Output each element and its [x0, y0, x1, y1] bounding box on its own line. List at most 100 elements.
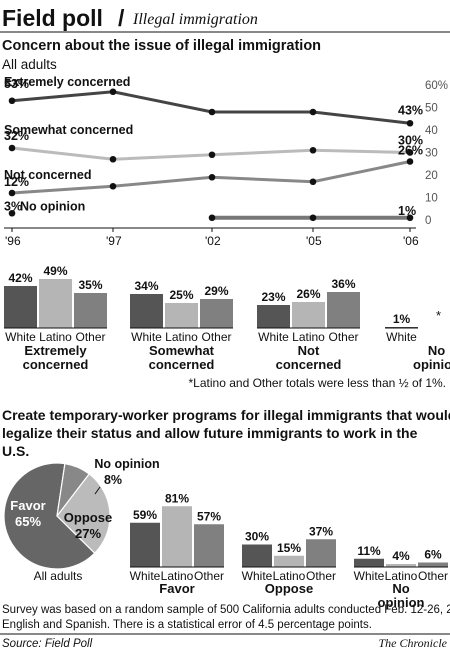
y-tick-label: 10 [425, 193, 438, 205]
bar [292, 302, 325, 328]
y-tick-label: 0 [425, 215, 431, 227]
bar [165, 303, 198, 328]
group-label-line: Extremely [24, 343, 87, 358]
pie-value-favor: 65% [15, 514, 41, 529]
group-label-line: concerned [149, 357, 215, 372]
source-credit: Source: Field Poll [2, 638, 93, 650]
section1-subtitle: All adults [2, 57, 57, 72]
series-name: No opinion [20, 199, 85, 213]
data-point [109, 155, 117, 163]
series-name: Not concerned [4, 168, 92, 182]
group-label-line: opinion [378, 595, 425, 610]
y-tick-label: 40 [425, 125, 438, 137]
data-point [309, 146, 317, 154]
section2-title-line: Create temporary-worker programs for ill… [2, 407, 450, 423]
bar-value-label: 42% [8, 271, 32, 285]
category-label: White [130, 569, 161, 583]
group-label-line: No [392, 581, 409, 596]
bar [194, 524, 224, 567]
category-label: White [5, 330, 36, 344]
group-label-line: concerned [23, 357, 89, 372]
pie-slice [56, 462, 91, 517]
y-tick-label: 20 [425, 170, 438, 182]
category-label: White [258, 330, 289, 344]
bar [130, 522, 160, 567]
bar [39, 279, 72, 328]
data-label: 43% [398, 103, 423, 117]
title-separator: / [118, 5, 125, 31]
x-tick-label: '06 [403, 234, 419, 248]
bar-value-label: 15% [277, 541, 301, 555]
bar-value-label: 11% [357, 544, 381, 558]
group-label-line: Somewhat [149, 343, 215, 358]
group-label-line: No [428, 343, 445, 358]
series-name: Somewhat concerned [4, 123, 133, 137]
pie-label-no-opinion: No opinion [94, 457, 159, 471]
group-label: Not concerned [276, 343, 342, 372]
y-tick-label: 30 [425, 148, 438, 160]
data-point [309, 108, 317, 116]
y-tick-label: 50 [425, 103, 438, 115]
bar [274, 555, 304, 567]
pie-leader-line [94, 486, 101, 495]
data-label: 30% [398, 134, 423, 148]
bar [327, 292, 360, 328]
bar [306, 539, 336, 567]
bar-value-label: 49% [43, 264, 67, 278]
y-tick-label: 60% [425, 80, 448, 92]
data-point [406, 214, 414, 222]
pie-label-oppose: Oppose [64, 510, 112, 525]
pie-caption: All adults [34, 569, 83, 583]
bar [418, 562, 448, 567]
category-label: Latino [273, 569, 306, 583]
pie-slice [56, 473, 111, 555]
data-point [406, 149, 414, 156]
method-note: Survey was based on a random sample of 5… [2, 604, 450, 631]
bar-value-label: 36% [331, 277, 355, 291]
category-label: White [386, 330, 417, 344]
section2-title: Create temporary-worker programs for ill… [2, 407, 450, 459]
bar [130, 294, 163, 328]
data-label: 12% [4, 175, 29, 189]
pie-value-no-opinion: 8% [104, 473, 122, 487]
bar-value-label: 23% [261, 290, 285, 304]
pie-label-favor: Favor [10, 498, 45, 513]
category-label: Other [418, 569, 448, 583]
bar-value-label: 59% [133, 508, 157, 522]
section2-title-line: U.S. [2, 443, 29, 459]
data-point [109, 182, 117, 190]
bar-value-label: 4% [392, 549, 410, 563]
group-label: Extremely concerned [23, 343, 89, 372]
category-label: Latino [165, 330, 198, 344]
category-label: Other [306, 569, 336, 583]
data-point [8, 189, 16, 197]
category-label: Latino [39, 330, 72, 344]
data-point [309, 178, 317, 186]
group-label: Oppose [265, 581, 313, 596]
x-tick-label: '02 [205, 234, 221, 248]
footnote-text: *Latino and Other totals were less than … [189, 376, 446, 390]
data-point [309, 214, 317, 222]
pie-slice [3, 462, 96, 570]
x-tick-label: '96 [5, 234, 21, 248]
bar-value-label: 25% [169, 288, 193, 302]
category-label: Other [194, 569, 224, 583]
bar [242, 544, 272, 567]
bar [354, 558, 384, 567]
series-name: Extremely concerned [4, 75, 130, 89]
x-tick-label: '97 [106, 234, 122, 248]
footnote-mark: * [436, 308, 441, 323]
x-tick-label: '05 [306, 234, 322, 248]
publisher-credit: The Chronicle [378, 636, 447, 650]
section2-title-line: legalize their status and allow future i… [2, 425, 418, 441]
method-note-line: English and Spanish. There is a statisti… [2, 619, 372, 631]
category-label: Other [201, 330, 231, 344]
group-label: Favor [159, 581, 194, 596]
data-point [109, 88, 117, 96]
group-label-line: Oppose [265, 581, 313, 596]
series-line [11, 90, 411, 125]
brand-title: Field poll [2, 5, 103, 31]
